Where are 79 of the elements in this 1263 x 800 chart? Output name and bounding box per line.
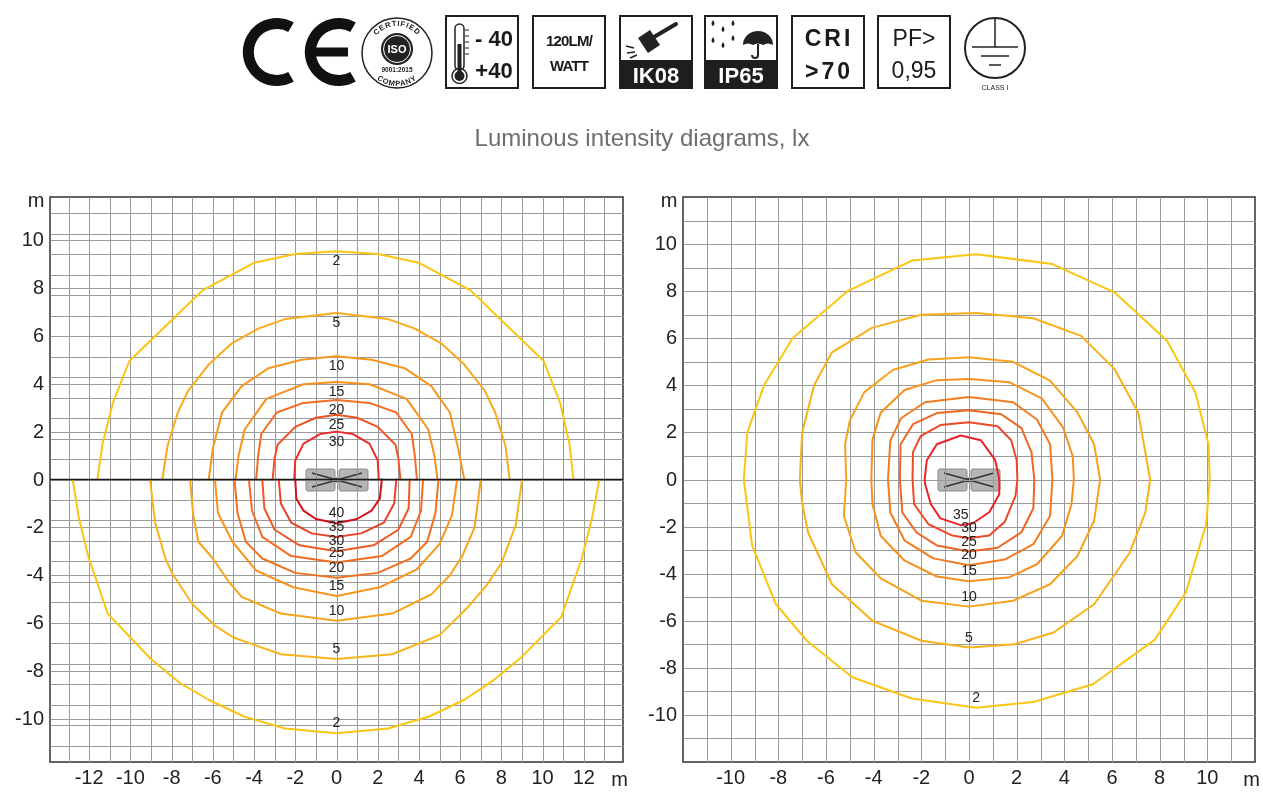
x-axis-title: m	[1243, 767, 1260, 790]
y-tick-label: 2	[32, 419, 44, 442]
text: IK08	[632, 63, 680, 88]
y-tick-label: 10	[654, 232, 677, 255]
x-tick-label: 10	[1196, 766, 1219, 788]
text: PF>	[892, 25, 936, 51]
x-tick-label: 4	[413, 766, 425, 788]
y-tick-label: 6	[32, 323, 44, 346]
x-tick-label: 0	[963, 766, 975, 788]
series-label: 5	[965, 628, 974, 645]
y-tick-label: 6	[665, 326, 677, 349]
y-tick-label: 4	[32, 371, 44, 394]
x-tick-label: -8	[162, 766, 181, 788]
series-label: 30	[328, 432, 345, 449]
x-tick-label: 6	[1106, 766, 1118, 788]
y-tick-label: -2	[26, 515, 44, 538]
y-tick-label: -6	[26, 611, 44, 634]
text: - 40	[475, 26, 513, 51]
y-tick-label: 4	[665, 373, 677, 396]
x-tick-label: -10	[716, 766, 746, 788]
series-label: 10	[328, 357, 345, 374]
text: 120LM/	[545, 32, 594, 49]
text: Luminous intensity diagrams, lx	[474, 124, 810, 151]
x-tick-label: -2	[912, 766, 931, 788]
series-label: 2	[332, 714, 341, 731]
x-tick-label: -4	[245, 766, 263, 788]
x-tick-label: 4	[1058, 766, 1070, 788]
x-tick-label: 12	[572, 766, 595, 788]
x-tick-label: 10	[531, 766, 554, 788]
y-tick-label: 0	[665, 467, 677, 490]
y-tick-label: -4	[659, 561, 677, 584]
y-tick-label: -2	[659, 514, 677, 537]
y-axis-title: m	[27, 188, 45, 211]
x-tick-label: 0	[330, 766, 343, 788]
y-tick-label: 10	[21, 228, 44, 251]
y-tick-label: -6	[659, 608, 677, 631]
x-tick-label: 2	[1011, 766, 1023, 788]
x-axis-title: m	[611, 767, 628, 790]
y-tick-label: -8	[659, 655, 677, 678]
x-tick-label: -8	[769, 766, 788, 788]
y-tick-label: 2	[665, 420, 677, 443]
series-label: 5	[332, 314, 341, 331]
series-label: 35	[952, 506, 969, 523]
text: >70	[804, 58, 854, 84]
y-tick-label: -10	[648, 702, 677, 725]
y-tick-label: 8	[32, 275, 44, 298]
y-tick-label: -10	[15, 706, 44, 729]
series-label: 20	[328, 558, 345, 575]
series-label: 10	[328, 601, 345, 618]
series-label: 15	[328, 577, 345, 594]
x-tick-label: -2	[286, 766, 305, 788]
series-label: 15	[328, 383, 345, 400]
x-tick-label: -6	[817, 766, 835, 788]
y-tick-label: -4	[26, 563, 44, 586]
series-label: 25	[328, 415, 345, 432]
text: 0,95	[891, 57, 937, 83]
y-tick-label: -8	[26, 659, 44, 682]
y-tick-label: 0	[32, 467, 44, 490]
text: CRI	[804, 25, 854, 51]
x-tick-label: -12	[74, 766, 104, 788]
series-label: 10	[961, 587, 977, 604]
series-label: 2	[972, 688, 981, 705]
series-label: 5	[332, 640, 341, 657]
y-axis-title: m	[660, 188, 678, 211]
series-label: 20	[328, 401, 345, 418]
x-tick-label: -6	[203, 766, 222, 788]
x-tick-label: -10	[115, 766, 145, 788]
text: IP65	[718, 63, 764, 88]
text: +40	[475, 58, 513, 83]
x-tick-label: -4	[864, 766, 883, 788]
x-tick-label: 8	[1154, 766, 1166, 788]
series-label: 15	[961, 562, 977, 579]
series-label: 2	[332, 252, 341, 269]
text: WATT	[549, 57, 589, 74]
x-tick-label: 6	[454, 766, 466, 788]
x-tick-label: 8	[495, 766, 507, 788]
x-tick-label: 2	[372, 766, 384, 788]
y-tick-label: 8	[665, 279, 677, 302]
text: ISO	[387, 43, 407, 55]
